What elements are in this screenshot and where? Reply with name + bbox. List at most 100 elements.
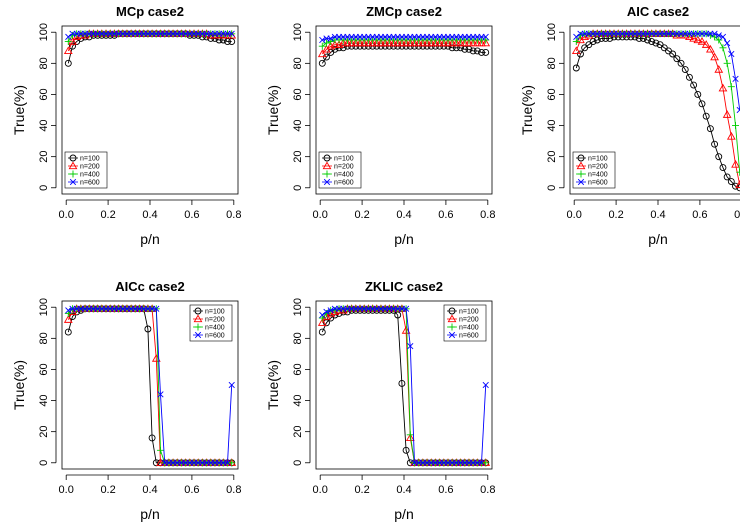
- legend-label: n=200: [459, 316, 479, 323]
- data-point: [669, 50, 677, 58]
- x-tick-label: 0.6: [692, 209, 707, 221]
- series-n=600: [319, 305, 489, 466]
- data-point: [405, 38, 415, 47]
- legend-entry: n=600: [447, 331, 479, 339]
- data-point: [414, 38, 424, 47]
- legend-marker: [323, 178, 331, 186]
- data-point: [701, 40, 711, 48]
- data-point: [402, 305, 410, 312]
- data-point: [327, 307, 334, 314]
- data-point: [68, 37, 77, 45]
- legend-entry: n=400: [68, 170, 100, 178]
- legend-marker: [576, 161, 586, 170]
- data-point: [228, 38, 236, 46]
- data-point: [723, 59, 731, 67]
- legend-marker: [194, 323, 202, 331]
- legend-marker: [194, 331, 202, 339]
- y-tick-label: 60: [292, 363, 304, 375]
- legend-marker: [68, 161, 78, 170]
- legend-entry: n=200: [193, 314, 225, 323]
- data-point: [422, 38, 432, 47]
- y-tick-label: 100: [292, 298, 304, 316]
- y-axis-label: True(%): [11, 360, 27, 410]
- data-point: [397, 38, 407, 47]
- legend-label: n=200: [334, 163, 354, 170]
- data-point: [706, 125, 714, 133]
- data-point: [431, 38, 440, 47]
- data-point: [218, 30, 228, 39]
- legend-label: n=200: [588, 163, 608, 170]
- data-point: [681, 66, 689, 74]
- y-tick-label: 0: [292, 185, 304, 191]
- y-tick-label: 40: [38, 119, 50, 131]
- data-point: [359, 38, 369, 47]
- data-point: [439, 38, 449, 47]
- data-point: [728, 50, 735, 58]
- y-tick-label: 80: [38, 332, 50, 344]
- data-point: [456, 38, 465, 47]
- y-tick-label: 80: [292, 57, 304, 69]
- panel-2: ZMCp case2 0.0 0.2 0.4 0.6 0.8 p/n 0 20 40 60 80 100…: [265, 4, 495, 247]
- data-point: [318, 314, 326, 322]
- x-axis-label: p/n: [648, 231, 667, 247]
- data-point: [407, 342, 414, 350]
- x-tick-label: 0.0: [59, 209, 74, 221]
- y-tick-label: 0: [292, 460, 304, 466]
- data-point: [694, 90, 702, 98]
- data-point: [468, 38, 478, 47]
- panel-title: ZKLIC case2: [365, 279, 443, 294]
- legend-marker: [448, 323, 456, 331]
- data-point: [461, 45, 469, 53]
- legend-entry: n=400: [193, 323, 225, 331]
- series-line: [322, 36, 486, 41]
- data-point: [228, 381, 235, 389]
- data-point: [156, 446, 164, 454]
- x-tick-label: 0.0: [313, 484, 328, 496]
- data-point: [473, 47, 481, 55]
- data-point: [372, 38, 382, 47]
- data-point: [727, 178, 735, 186]
- legend-label: n=400: [205, 324, 225, 331]
- data-point: [384, 38, 394, 47]
- series-n=400: [318, 36, 490, 50]
- data-point: [210, 30, 220, 39]
- y-axis-label: True(%): [519, 85, 535, 135]
- panel-title: AIC case2: [627, 4, 689, 19]
- legend-marker: [447, 314, 457, 323]
- x-tick-label: 0.6: [184, 209, 199, 221]
- data-point: [64, 59, 72, 67]
- data-point: [224, 38, 231, 46]
- data-point: [482, 459, 490, 467]
- data-point: [706, 44, 715, 53]
- data-point: [714, 65, 724, 73]
- y-tick-label: 0: [546, 185, 558, 191]
- data-point: [65, 33, 72, 41]
- y-tick-label: 100: [38, 23, 50, 41]
- data-point: [685, 73, 693, 81]
- legend-label: n=400: [334, 171, 354, 178]
- legend-entry: n=100: [576, 154, 608, 162]
- legend-marker: [69, 170, 77, 178]
- legend-marker: [448, 331, 456, 339]
- data-point: [680, 30, 690, 39]
- data-point: [452, 44, 460, 52]
- x-tick-label: 0.8: [226, 484, 241, 496]
- legend-marker: [323, 154, 331, 162]
- data-point: [319, 311, 326, 319]
- data-point: [323, 308, 330, 316]
- y-tick-label: 80: [292, 332, 304, 344]
- data-point: [718, 83, 728, 92]
- data-point: [443, 38, 453, 47]
- legend-marker: [577, 154, 585, 162]
- y-tick-label: 40: [292, 394, 304, 406]
- data-point: [418, 38, 428, 47]
- data-point: [347, 38, 356, 47]
- legend-label: n=600: [80, 179, 100, 186]
- data-point: [317, 49, 327, 58]
- x-tick-label: 0.4: [142, 484, 157, 496]
- data-point: [469, 47, 477, 55]
- y-tick-label: 100: [38, 298, 50, 316]
- data-point: [711, 30, 718, 37]
- data-point: [228, 459, 236, 467]
